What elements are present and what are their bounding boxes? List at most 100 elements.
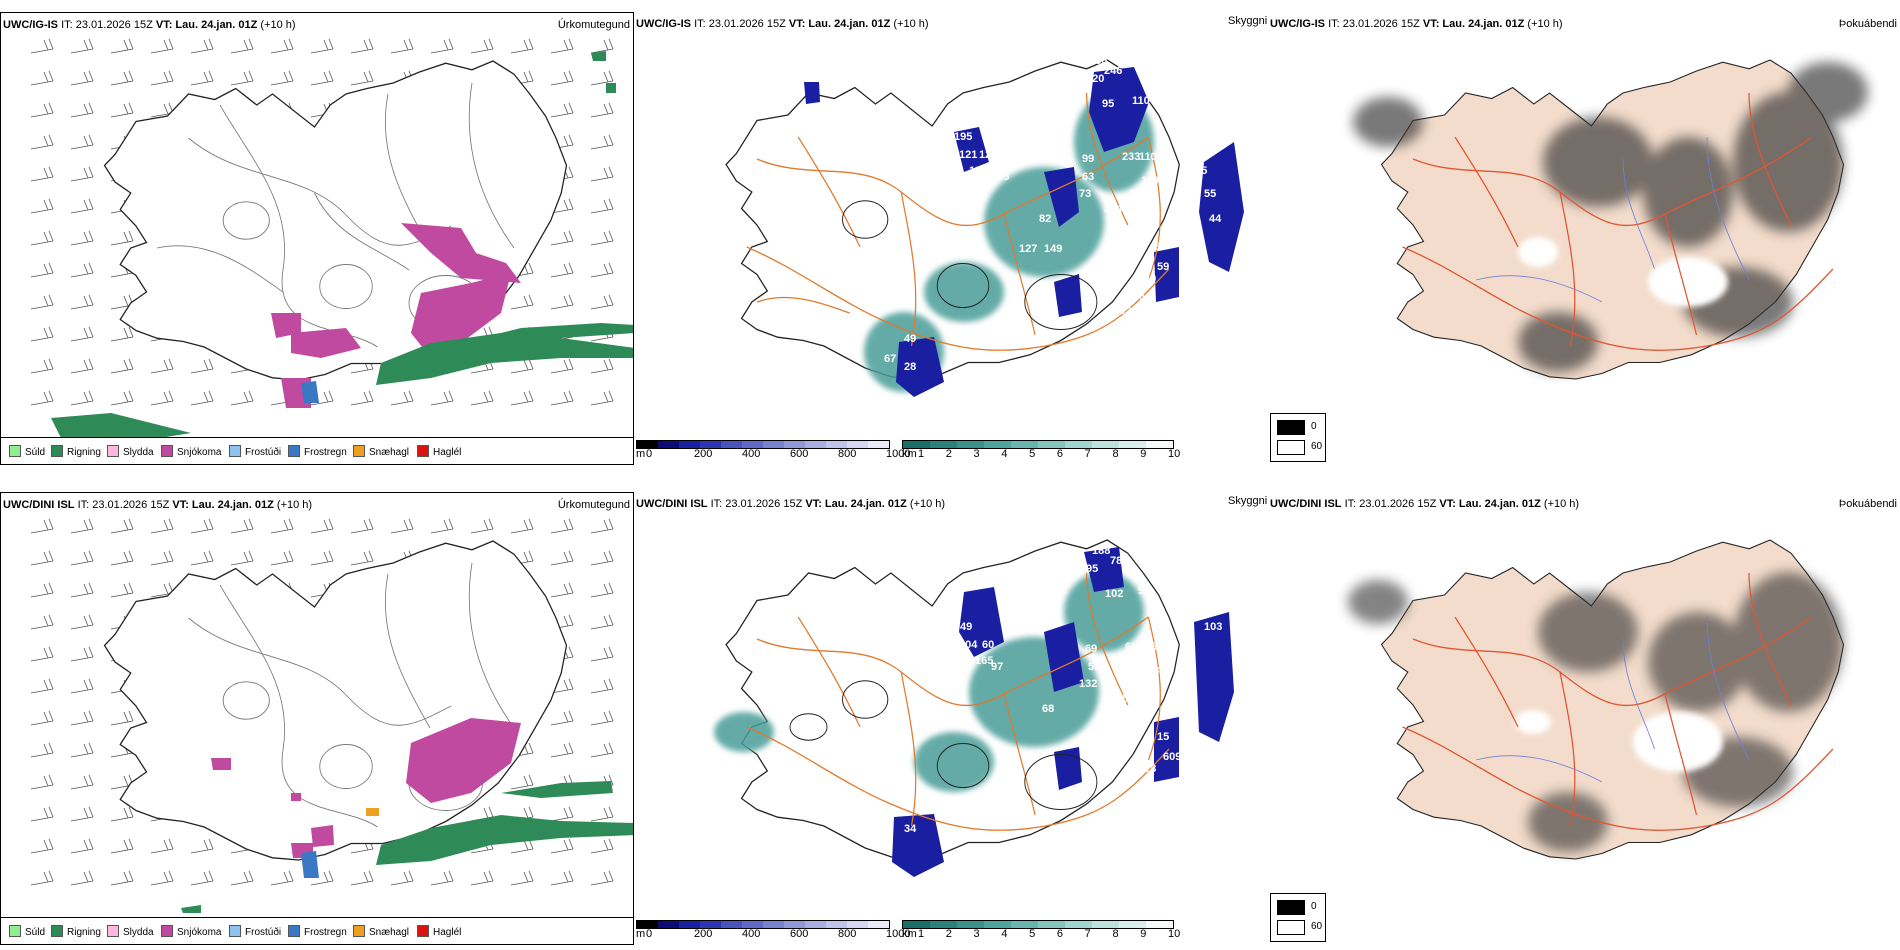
colorbar-tick: 6 bbox=[1056, 448, 1063, 460]
wind-barb bbox=[70, 742, 94, 758]
wind-barb bbox=[590, 518, 614, 534]
wind-barb bbox=[110, 550, 134, 566]
terrain-height-label: 149 bbox=[1044, 243, 1062, 255]
wind-barb bbox=[30, 38, 54, 54]
colorbar-tick: 1 bbox=[918, 928, 925, 940]
legend-item: Rigning bbox=[51, 445, 101, 458]
visibility-panel-bottom: UWC/DINI ISL IT: 23.01.2026 15Z VT: Lau.… bbox=[634, 492, 1268, 945]
terrain-height-label: 26 bbox=[1129, 678, 1141, 690]
wind-barb bbox=[70, 166, 94, 182]
wind-barb bbox=[590, 550, 614, 566]
panel-title: UWC/DINI ISL IT: 23.01.2026 15Z VT: Lau.… bbox=[1270, 498, 1580, 510]
terrain-height-label: 102 bbox=[1105, 588, 1123, 600]
terrain-height-label: 135 bbox=[991, 171, 1009, 183]
terrain-height-label: 127 bbox=[1019, 243, 1037, 255]
terrain-height-label: 44 bbox=[1209, 213, 1222, 225]
wind-barb bbox=[30, 678, 54, 694]
wind-barb bbox=[590, 870, 614, 886]
wind-barb bbox=[430, 38, 454, 54]
terrain-height-label: 64 bbox=[1139, 291, 1152, 303]
colorbar-tick: 8 bbox=[1112, 448, 1119, 460]
wind-barb bbox=[550, 742, 574, 758]
terrain-height-label: 198 bbox=[1141, 665, 1159, 677]
legend-item: Snjókoma bbox=[161, 445, 221, 458]
wind-barb bbox=[550, 230, 574, 246]
fog-map bbox=[1348, 539, 1845, 860]
terrain-height-label: 73 bbox=[1079, 188, 1091, 200]
panel-title: UWC/IG-IS IT: 23.01.2026 15Z VT: Lau. 24… bbox=[636, 18, 929, 30]
wind-barb bbox=[30, 742, 54, 758]
wind-barb bbox=[190, 870, 214, 886]
rain-areas bbox=[51, 51, 633, 441]
wind-barb bbox=[590, 838, 614, 854]
wind-barb bbox=[190, 358, 214, 374]
colorbar-tick: 7 bbox=[1084, 928, 1091, 940]
wind-barb bbox=[550, 358, 574, 374]
wind-barb bbox=[590, 710, 614, 726]
legend-item: Súld bbox=[9, 445, 45, 458]
wind-barb bbox=[590, 230, 614, 246]
terrain-height-label: 60 bbox=[1144, 273, 1156, 285]
precip-legend: Súld Rigning Slydda Snjókoma Frostúði Fr… bbox=[1, 917, 633, 944]
terrain-height-label: 91 bbox=[1138, 585, 1150, 597]
panel-name: Úrkomutegund bbox=[557, 19, 630, 31]
wind-barb bbox=[550, 838, 574, 854]
wind-barb bbox=[550, 806, 574, 822]
wind-barb bbox=[30, 198, 54, 214]
wind-barb bbox=[30, 710, 54, 726]
wind-barb bbox=[550, 870, 574, 886]
terrain-height-label: 15 bbox=[1157, 731, 1169, 743]
colorbar-tick: 1000 bbox=[886, 448, 911, 460]
wind-barb bbox=[150, 358, 174, 374]
wind-barb bbox=[70, 326, 94, 342]
terrain-height-label: 60 bbox=[982, 639, 994, 651]
colorbar-tick: 800 bbox=[838, 448, 857, 460]
terrain-colorbar: m 0 200 400 600 800 1000 bbox=[636, 920, 910, 942]
wind-barb bbox=[590, 38, 614, 54]
wind-barb bbox=[150, 550, 174, 566]
wind-barb bbox=[30, 262, 54, 278]
wind-barb bbox=[550, 70, 574, 86]
terrain-height-label: 195 bbox=[954, 131, 972, 143]
fog-legend-bottom: 0 60 bbox=[1270, 893, 1326, 942]
wind-barb bbox=[230, 70, 254, 86]
wind-barb bbox=[30, 518, 54, 534]
wind-barb bbox=[550, 390, 574, 406]
terrain-height-label: 110 bbox=[974, 331, 992, 343]
colorbar-unit: m bbox=[636, 448, 646, 460]
colorbar-tick: 9 bbox=[1140, 448, 1147, 460]
precip-legend: Súld Rigning Slydda Snjókoma Frostúði Fr… bbox=[1, 437, 633, 464]
colorbar-tick: 2 bbox=[945, 928, 952, 940]
wind-barb bbox=[590, 134, 614, 150]
wind-barb bbox=[190, 550, 214, 566]
terrain-height-label: 78 bbox=[1110, 555, 1122, 567]
wind-barb bbox=[30, 70, 54, 86]
wind-barb bbox=[30, 102, 54, 118]
wind-barb bbox=[590, 262, 614, 278]
legend-item: Frostúði bbox=[229, 925, 281, 938]
wind-barb bbox=[230, 550, 254, 566]
wind-barb bbox=[510, 38, 534, 54]
wind-barb bbox=[110, 230, 134, 246]
panel-name: Þokuábendi bbox=[1838, 498, 1897, 510]
fog-panel-bottom: UWC/DINI ISL IT: 23.01.2026 15Z VT: Lau.… bbox=[1268, 492, 1900, 945]
terrain-height-label: 110 bbox=[1139, 151, 1157, 163]
terrain-height-label: 165 bbox=[975, 655, 993, 667]
terrain-height-label: 246 bbox=[1104, 65, 1122, 77]
wind-barb bbox=[110, 838, 134, 854]
precip-panel-bottom: UWC/DINI ISL IT: 23.01.2026 15Z VT: Lau.… bbox=[0, 492, 634, 945]
wind-barb bbox=[70, 678, 94, 694]
wind-barb bbox=[230, 870, 254, 886]
colorbar-tick: 600 bbox=[790, 448, 809, 460]
legend-item: Haglél bbox=[417, 925, 461, 938]
colorbar-tick: 7 bbox=[1084, 448, 1091, 460]
terrain-height-label: 110 bbox=[1132, 95, 1150, 107]
wind-barb bbox=[70, 518, 94, 534]
wind-barb bbox=[70, 198, 94, 214]
colorbar-tick: 1000 bbox=[886, 928, 911, 940]
terrain-height-label: 121 bbox=[959, 149, 977, 161]
colorbar-tick: 10 bbox=[1168, 928, 1181, 940]
wind-barb bbox=[30, 774, 54, 790]
visibility-colorbar: km 1 2 3 4 5 6 7 8 9 10 bbox=[902, 920, 1182, 942]
terrain-height-label: 68 bbox=[1042, 703, 1054, 715]
